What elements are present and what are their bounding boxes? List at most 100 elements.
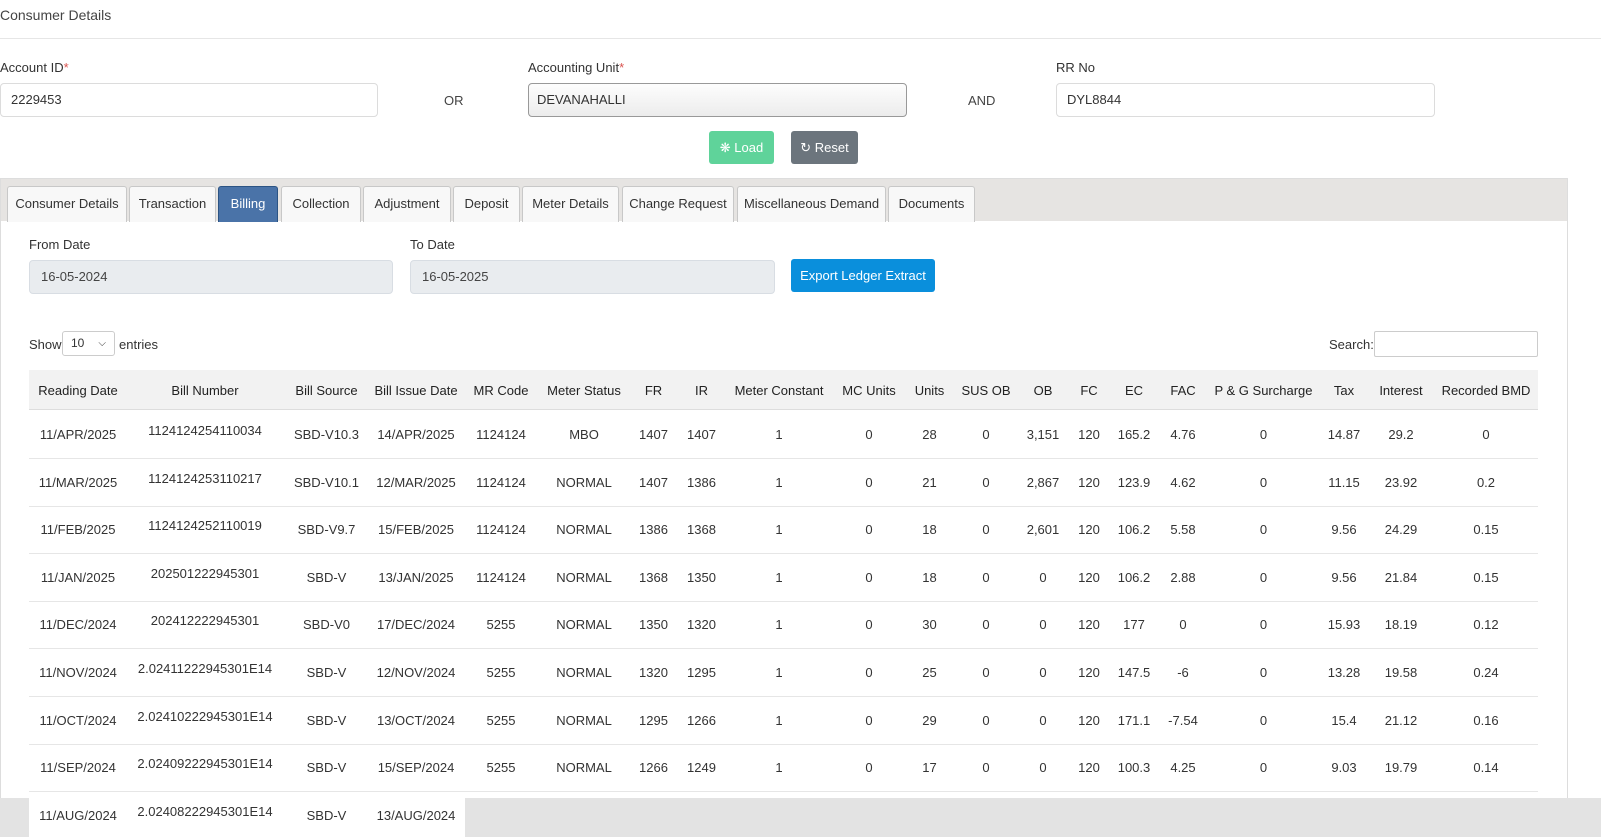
table-row: 11/APR/2025 1124124254110034 SBD-V10.3 14/A…: [29, 411, 1538, 459]
table-cell: 1386: [639, 522, 668, 538]
from-date-label: From Date: [29, 237, 91, 252]
table-cell: 15.4: [1331, 712, 1357, 728]
column-header[interactable]: Meter Constant: [734, 383, 824, 398]
table-cell: 4.62: [1170, 474, 1196, 490]
tab-change-request[interactable]: Change Request: [622, 186, 734, 222]
table-cell: 202501222945301: [150, 565, 260, 581]
table-cell: 0: [1259, 760, 1268, 776]
table-cell: 1407: [687, 427, 716, 442]
table-cell: 11/JAN/2025: [40, 569, 116, 585]
account-id-input[interactable]: 2229453: [0, 83, 378, 117]
column-header[interactable]: Bill Source: [295, 383, 358, 398]
column-header[interactable]: P & G Surcharge: [1214, 383, 1313, 398]
table-cell: 1: [775, 474, 783, 490]
table-cell: 0.2: [1476, 474, 1496, 490]
accounting-unit-label: Accounting Unit*: [528, 60, 625, 75]
table-cell: -6: [1177, 665, 1189, 680]
table-cell: 0: [865, 522, 873, 538]
tab-documents[interactable]: Documents: [888, 186, 975, 222]
table-cell: 0: [1039, 712, 1047, 728]
table-cell: 11/NOV/2024: [39, 665, 117, 680]
column-header[interactable]: Tax: [1333, 383, 1355, 398]
table-cell: 0.24: [1473, 665, 1499, 680]
column-header[interactable]: Reading Date: [38, 383, 118, 398]
column-header[interactable]: MC Units: [842, 383, 896, 398]
table-row: 11/DEC/2024 202412222945301 SBD-V0 17/DEC/2…: [29, 601, 1538, 650]
table-row: 11/JAN/2025 202501222945301 SBD-V 13/JAN/20…: [29, 554, 1538, 602]
rr-no-input[interactable]: DYL8844: [1056, 83, 1435, 117]
table-cell: 120: [1078, 474, 1100, 490]
column-header[interactable]: Bill Number: [171, 383, 239, 398]
column-header[interactable]: Meter Status: [547, 383, 621, 398]
table-cell: 3,151: [1026, 427, 1060, 442]
table-cell: NORMAL: [556, 569, 612, 585]
table-cell: 9.56: [1331, 522, 1357, 538]
column-header[interactable]: OB: [1033, 383, 1053, 398]
table-cell: 1407: [639, 474, 668, 490]
table-cell: 0: [1039, 617, 1047, 633]
table-cell: 0: [865, 712, 873, 728]
tab-billing[interactable]: Billing: [218, 186, 278, 222]
table-cell: 123.9: [1117, 474, 1151, 490]
table-cell: 0: [1259, 569, 1268, 585]
table-cell: 9.56: [1331, 569, 1357, 585]
table-cell: 1: [775, 569, 783, 585]
show-label: Show: [29, 337, 62, 352]
column-header[interactable]: SUS OB: [961, 383, 1011, 398]
column-header[interactable]: FR: [644, 383, 663, 398]
tab-transaction[interactable]: Transaction: [129, 186, 216, 222]
tab-meter-details[interactable]: Meter Details: [522, 186, 619, 222]
table-cell: 11/DEC/2024: [39, 617, 117, 633]
table-cell: 0: [865, 665, 873, 680]
table-cell: 21.12: [1384, 712, 1418, 728]
table-cell: SBD-V0: [303, 617, 350, 633]
table-cell: 5255: [486, 665, 516, 680]
table-cell: 29.2: [1388, 427, 1414, 442]
table-cell: 1124124252110019: [148, 518, 262, 534]
load-button[interactable]: ❋ Load: [709, 131, 774, 164]
column-header[interactable]: Recorded BMD: [1441, 383, 1531, 398]
tab-consumer-details[interactable]: Consumer Details: [7, 186, 127, 222]
table-cell: 120: [1078, 427, 1100, 442]
tab-collection[interactable]: Collection: [281, 186, 361, 222]
table-cell: 5.58: [1170, 522, 1196, 538]
table-cell: 0.12: [1473, 617, 1499, 633]
table-cell: 0.16: [1473, 712, 1499, 728]
table-cell: 120: [1078, 712, 1100, 728]
table-cell: 5255: [486, 760, 516, 776]
column-header[interactable]: EC: [1124, 383, 1144, 398]
entries-select-value: 10: [71, 336, 85, 350]
accounting-unit-select[interactable]: DEVANAHALLI: [528, 83, 907, 117]
table-cell: 1: [775, 760, 783, 776]
table-cell: 120: [1078, 665, 1100, 680]
table-cell: 0: [982, 427, 990, 442]
table-cell: 0: [982, 712, 990, 728]
to-date-input[interactable]: 16-05-2025: [410, 260, 775, 294]
table-cell: 2.02410222945301E14: [137, 708, 273, 724]
entries-select[interactable]: 10 ⌵: [62, 331, 115, 356]
column-header[interactable]: FAC: [1170, 383, 1196, 398]
search-input[interactable]: [1374, 331, 1538, 357]
tab-miscellaneous-demand[interactable]: Miscellaneous Demand: [737, 186, 886, 222]
tab-bar: Consumer Details Transaction Billing Col…: [1, 178, 1567, 222]
from-date-input[interactable]: 16-05-2024: [29, 260, 393, 294]
column-header[interactable]: FC: [1080, 383, 1098, 398]
tab-adjustment[interactable]: Adjustment: [363, 186, 451, 222]
table-cell: 0: [865, 617, 873, 633]
tab-deposit[interactable]: Deposit: [453, 186, 520, 222]
table-header: Reading Date Bill Number Bill Source Bil…: [29, 370, 1538, 410]
table-cell: 0: [1259, 474, 1268, 490]
export-ledger-button[interactable]: Export Ledger Extract: [791, 259, 935, 292]
column-header[interactable]: Bill Issue Date: [374, 383, 458, 398]
table-cell: 13/OCT/2024: [376, 712, 456, 728]
table-row: 11/SEP/2024 2.02409222945301E14 SBD-V 15/SE…: [29, 744, 1538, 793]
table-cell: 2,601: [1026, 522, 1060, 538]
reset-button[interactable]: ↻ Reset: [791, 131, 858, 164]
column-header[interactable]: IR: [695, 383, 708, 398]
table-cell: 14.87: [1327, 427, 1361, 442]
chevron-down-icon: ⌵: [98, 338, 106, 349]
column-header[interactable]: MR Code: [473, 383, 529, 398]
table-cell: 2,867: [1026, 474, 1060, 490]
column-header[interactable]: Units: [914, 383, 945, 398]
column-header[interactable]: Interest: [1379, 383, 1423, 398]
